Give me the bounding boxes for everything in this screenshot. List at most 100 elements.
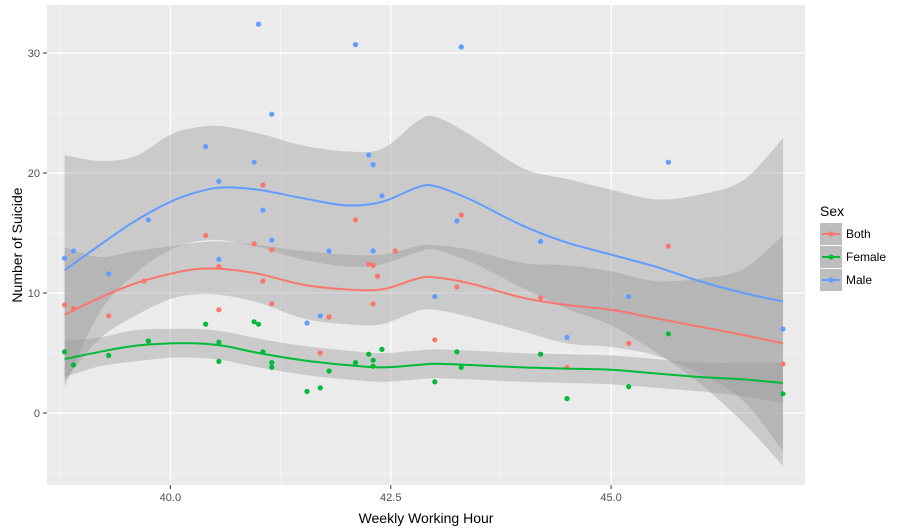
point-male [537,238,544,244]
axes: 40.0 42.5 45.0 0 10 20 30 [28,48,622,504]
point-female [145,338,151,344]
legend-label-both: Both [846,227,871,241]
legend-item-female: Female [820,246,886,268]
point-male [203,144,209,150]
point-male [260,207,266,213]
point-both [780,361,786,367]
point-both [370,301,376,307]
point-male [370,162,376,168]
point-female [216,358,222,364]
point-female [352,360,359,366]
y-tick-label: 10 [28,288,40,300]
point-male [626,294,632,300]
point-male [780,326,786,332]
point-both [665,243,671,249]
point-both [326,314,332,320]
point-both [216,307,222,313]
point-male [269,237,275,243]
point-female [564,396,570,402]
x-tick-label: 45.0 [600,492,621,504]
point-both [374,273,381,279]
legend-key-point-both [828,231,834,237]
point-female [665,331,671,337]
point-male [216,256,222,262]
point-both [432,337,438,343]
point-female [106,352,112,358]
point-both [366,261,372,267]
grid-layer [47,5,805,485]
legend-item-both: Both [820,223,871,245]
point-female [62,349,68,355]
confidence-band-male [64,115,783,466]
confidence-band-both [64,235,783,452]
point-male [106,271,112,277]
point-female [537,351,544,357]
point-female [370,357,376,363]
point-male [269,111,275,117]
point-both [458,212,464,218]
point-female [780,391,786,397]
point-male [62,255,68,261]
point-male [454,218,460,224]
x-tick-label: 42.5 [380,492,401,504]
point-male [366,152,372,158]
point-female [626,384,632,390]
point-female [326,368,332,374]
point-male [251,159,257,165]
point-male [326,248,332,254]
point-both [454,284,460,290]
point-male [352,42,359,48]
point-female [379,346,385,352]
confidence-band-female [64,328,783,404]
legend-title: Sex [820,203,844,219]
point-male [216,178,222,184]
plot-panel [47,5,805,485]
legend-item-male: Male [820,269,872,291]
point-both [370,262,376,268]
point-both [62,302,68,308]
y-tick-label: 0 [34,408,40,420]
point-both [626,340,632,346]
point-male [370,248,376,254]
point-male [255,21,262,27]
point-both [392,248,398,254]
point-male [564,334,570,340]
point-both [352,217,359,223]
point-female [255,321,262,327]
point-male [317,313,323,319]
point-female [458,364,464,370]
point-female [251,319,257,325]
y-axis-title: Number of Suicide [9,187,25,302]
point-female [216,339,222,345]
x-axis-title: Weekly Working Hour [359,510,494,526]
smooth-line-male [64,184,784,303]
point-female [70,362,77,368]
legend-key-point-male [828,277,834,283]
point-female [304,388,310,394]
point-both [251,241,257,247]
point-male [145,217,151,223]
point-male [70,248,77,254]
point-both [317,350,323,356]
point-both [106,313,112,319]
point-female [366,351,372,357]
point-both [260,182,266,188]
point-both [203,232,209,238]
point-male [458,44,464,50]
legend-keys: Both Female Male [820,223,886,291]
legend-key-point-female [828,254,834,260]
point-male [432,294,438,300]
point-female [269,364,275,370]
y-tick-label: 30 [28,48,40,60]
point-both [537,295,544,301]
point-both [260,278,266,284]
y-tick-label: 20 [28,168,40,180]
x-tick-label: 40.0 [160,492,181,504]
point-female [269,360,275,366]
point-female [317,385,323,391]
smooth-lines [64,184,784,384]
point-male [665,159,671,165]
point-both [269,301,275,307]
